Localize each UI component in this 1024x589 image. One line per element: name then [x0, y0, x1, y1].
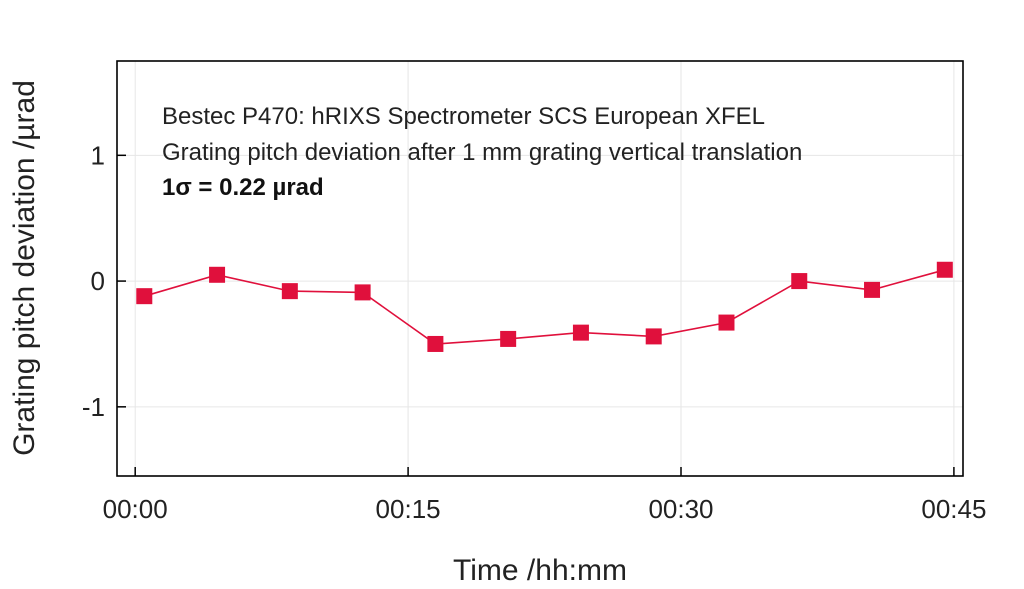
data-point — [645, 328, 662, 345]
grid — [117, 61, 963, 476]
data-point — [136, 288, 153, 305]
series-line — [144, 269, 946, 345]
x-tick-label: 00:45 — [921, 494, 986, 524]
x-tick-label: 00:00 — [103, 494, 168, 524]
y-tick-label: -1 — [82, 392, 105, 422]
axis-ticks: 00:00 00:15 00:30 00:45 1 0 -1 — [82, 140, 987, 524]
data-point — [791, 273, 808, 290]
y-tick-label: 0 — [91, 266, 105, 296]
x-tick-label: 00:15 — [376, 494, 441, 524]
data-point — [864, 281, 881, 298]
x-tick-label: 00:30 — [648, 494, 713, 524]
annotation-line-2: Grating pitch deviation after 1 mm grati… — [162, 139, 802, 166]
y-tick-label: 1 — [91, 140, 105, 170]
data-point — [209, 266, 226, 283]
data-series — [136, 261, 953, 352]
data-point — [281, 283, 298, 300]
y-axis-title: Grating pitch deviation /µrad — [8, 80, 41, 456]
data-point — [354, 284, 371, 301]
x-axis-title: Time /hh:mm — [453, 554, 627, 587]
data-point — [572, 324, 589, 341]
annotation-sigma: 1σ = 0.22 µrad — [162, 174, 324, 201]
annotation-line-1: Bestec P470: hRIXS Spectrometer SCS Euro… — [162, 103, 765, 130]
data-point — [500, 330, 517, 347]
data-point — [427, 335, 444, 352]
data-point — [936, 261, 953, 278]
plot-frame — [116, 60, 964, 477]
data-point — [718, 314, 735, 331]
